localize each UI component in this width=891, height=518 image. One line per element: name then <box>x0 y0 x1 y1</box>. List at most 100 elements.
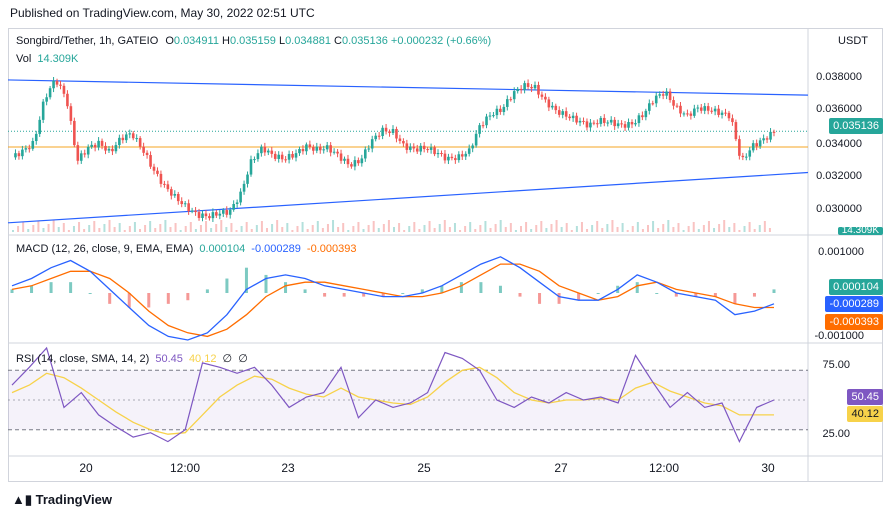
volume-bar <box>57 227 60 232</box>
candle-body <box>706 106 710 111</box>
change-value: +0.000232 (+0.66%) <box>390 35 492 47</box>
volume-bar <box>697 229 700 232</box>
candle-body <box>273 153 277 159</box>
macd-hist-bar <box>127 293 131 308</box>
candle-body <box>769 131 772 140</box>
candle-body <box>118 137 121 146</box>
candle-body <box>121 137 125 141</box>
tradingview-icon: ▲▮ <box>12 492 33 507</box>
candle-body <box>609 119 613 123</box>
candle-body <box>201 213 204 218</box>
volume-bar <box>530 229 533 232</box>
volume-bar <box>763 221 766 232</box>
candle-body <box>727 112 731 119</box>
candle-body <box>34 133 38 142</box>
macd-hist-bar <box>635 282 639 293</box>
volume-bar <box>93 221 96 232</box>
volume-bar <box>667 220 670 232</box>
volume-bar <box>194 229 197 232</box>
brand-logo[interactable]: ▲▮ TradingView <box>12 492 112 508</box>
candle-body <box>246 174 249 184</box>
candle-body <box>308 144 312 148</box>
volume-bar <box>545 228 548 232</box>
volume-bar <box>408 226 411 232</box>
candle-body <box>367 148 371 150</box>
candle-body <box>454 158 457 161</box>
chart-frame[interactable] <box>8 28 883 482</box>
volume-bar <box>357 222 360 232</box>
candle-body <box>360 158 364 164</box>
candle-body <box>377 135 381 137</box>
candle-body <box>79 153 83 161</box>
candle-body <box>582 120 585 122</box>
candle-body <box>679 105 682 114</box>
candle-body <box>280 154 284 160</box>
candle-body <box>499 108 502 113</box>
macd-hist-bar <box>557 293 561 304</box>
candle-body <box>651 103 655 105</box>
volume-value: 14.309K <box>37 53 79 65</box>
macd-hist-bar <box>284 282 288 293</box>
rsi-sma-value: 40.12 <box>188 353 217 365</box>
candle-body <box>363 149 367 159</box>
candle-body <box>163 183 166 185</box>
volume-bar <box>626 230 629 232</box>
volume-bar <box>509 223 512 232</box>
volume-bar <box>184 226 187 232</box>
volume-bar <box>550 224 553 232</box>
volume-bar <box>403 230 406 232</box>
rsi-tick: 25.00 <box>822 428 850 440</box>
candle-body <box>249 159 253 175</box>
macd-line <box>11 256 775 341</box>
macd-legend: MACD (12, 26, close, 9, EMA, EMA) 0.0001… <box>16 243 356 255</box>
volume-bar <box>504 227 507 232</box>
candle-body <box>772 131 776 133</box>
macd-hist-bar <box>30 285 34 293</box>
macd-title: MACD (12, 26, close, 9, EMA, EMA) <box>16 243 194 255</box>
volume-bar <box>306 229 309 232</box>
candle-body <box>38 119 42 134</box>
candle-body <box>204 213 208 217</box>
candle-body <box>73 120 76 146</box>
candle-body <box>734 122 738 140</box>
volume-bar <box>448 227 451 232</box>
trendline <box>7 171 809 224</box>
volume-bar <box>139 229 141 232</box>
candle-body <box>571 115 575 119</box>
candle-body <box>613 119 616 127</box>
volume-bar <box>418 229 421 232</box>
candle-body <box>731 118 734 123</box>
candle-body <box>59 84 62 86</box>
candle-body <box>405 143 409 150</box>
candle-body <box>370 139 374 149</box>
macd-hist-bar <box>10 289 14 293</box>
candle-body <box>602 117 606 123</box>
candle-body <box>287 153 291 160</box>
candle-body <box>97 140 100 148</box>
volume-bar <box>169 227 172 232</box>
volume-tag: 14.309K <box>837 227 883 235</box>
macd-hist-bar <box>538 293 542 304</box>
rsi-empty-2: ∅ <box>238 353 248 365</box>
macd-hist-bar <box>342 293 346 297</box>
candle-body <box>564 111 568 117</box>
volume-bar <box>179 230 182 232</box>
volume-bar <box>103 224 106 232</box>
candle-body <box>738 139 741 156</box>
price-tick: 0.038000 <box>816 71 862 83</box>
volume-bar <box>128 226 131 232</box>
volume-bar <box>377 228 380 232</box>
macd-hist-bar <box>362 293 366 297</box>
volume-bar <box>453 223 456 232</box>
candle-body <box>661 94 665 96</box>
candle-body <box>83 153 87 155</box>
volume-bar <box>67 230 70 232</box>
candle-body <box>415 148 419 152</box>
candle-body <box>474 133 478 146</box>
volume-bar <box>326 224 329 232</box>
candle-body <box>492 115 495 117</box>
candle-body <box>512 91 516 100</box>
volume-bar <box>321 228 324 232</box>
time-tick: 23 <box>281 461 295 475</box>
